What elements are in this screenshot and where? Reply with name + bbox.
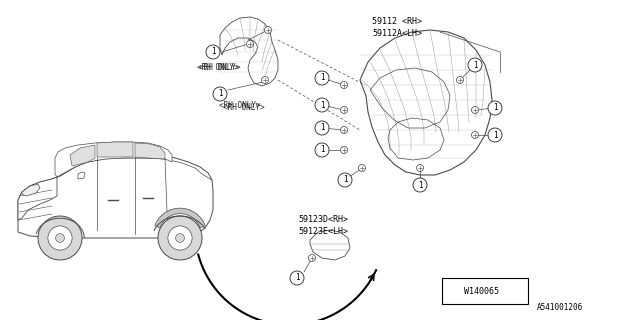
Text: W140065: W140065 (464, 286, 499, 295)
Circle shape (456, 76, 463, 84)
Text: 59112A<LH>: 59112A<LH> (372, 29, 422, 38)
Circle shape (358, 164, 365, 172)
Circle shape (315, 98, 329, 112)
Circle shape (158, 216, 202, 260)
Text: 1: 1 (218, 90, 222, 99)
Circle shape (175, 234, 184, 243)
Circle shape (315, 143, 329, 157)
Text: 1: 1 (493, 103, 497, 113)
Circle shape (262, 76, 269, 84)
Circle shape (338, 173, 352, 187)
Circle shape (340, 82, 348, 89)
Circle shape (417, 164, 424, 172)
Circle shape (340, 147, 348, 154)
Polygon shape (18, 177, 57, 220)
Circle shape (206, 45, 220, 59)
Circle shape (315, 121, 329, 135)
Circle shape (48, 226, 72, 250)
Text: 59123E<LH>: 59123E<LH> (298, 228, 348, 236)
Text: 1: 1 (320, 74, 324, 83)
Circle shape (38, 216, 82, 260)
Circle shape (340, 126, 348, 133)
Circle shape (413, 178, 427, 192)
Polygon shape (18, 155, 213, 238)
Circle shape (340, 107, 348, 114)
Circle shape (264, 27, 271, 34)
Text: 59123D<RH>: 59123D<RH> (298, 215, 348, 225)
Text: <RH ONLY>: <RH ONLY> (199, 63, 241, 73)
Circle shape (290, 271, 304, 285)
Polygon shape (97, 142, 133, 157)
Polygon shape (78, 172, 85, 179)
Text: 1: 1 (342, 175, 348, 185)
Text: <RH ONLY>: <RH ONLY> (223, 103, 265, 113)
Text: <RH ONLY>: <RH ONLY> (197, 63, 239, 73)
Text: 1: 1 (294, 274, 300, 283)
Text: 1: 1 (320, 146, 324, 155)
Polygon shape (360, 30, 492, 175)
Wedge shape (155, 208, 205, 228)
Circle shape (213, 87, 227, 101)
Text: 1: 1 (418, 180, 422, 189)
Text: <RH ONLY>: <RH ONLY> (219, 100, 261, 109)
Circle shape (315, 71, 329, 85)
Polygon shape (52, 155, 212, 180)
Circle shape (488, 101, 502, 115)
Text: 1: 1 (211, 47, 215, 57)
Circle shape (308, 254, 316, 261)
Circle shape (246, 41, 253, 47)
Polygon shape (55, 142, 172, 177)
Text: 1: 1 (473, 60, 477, 69)
Text: 1: 1 (452, 286, 456, 295)
Text: A541001206: A541001206 (537, 303, 583, 313)
Circle shape (472, 107, 479, 114)
Circle shape (488, 128, 502, 142)
Circle shape (472, 132, 479, 139)
Text: 1: 1 (493, 131, 497, 140)
Circle shape (468, 58, 482, 72)
Circle shape (168, 226, 192, 250)
Text: 59112 <RH>: 59112 <RH> (372, 18, 422, 27)
Bar (442, 278, 528, 304)
Polygon shape (70, 145, 95, 166)
Text: 1: 1 (320, 124, 324, 132)
Polygon shape (220, 17, 278, 86)
Polygon shape (135, 143, 165, 159)
Circle shape (56, 234, 65, 243)
Polygon shape (22, 184, 40, 196)
Text: 1: 1 (320, 100, 324, 109)
Circle shape (447, 284, 461, 298)
Polygon shape (310, 230, 350, 260)
